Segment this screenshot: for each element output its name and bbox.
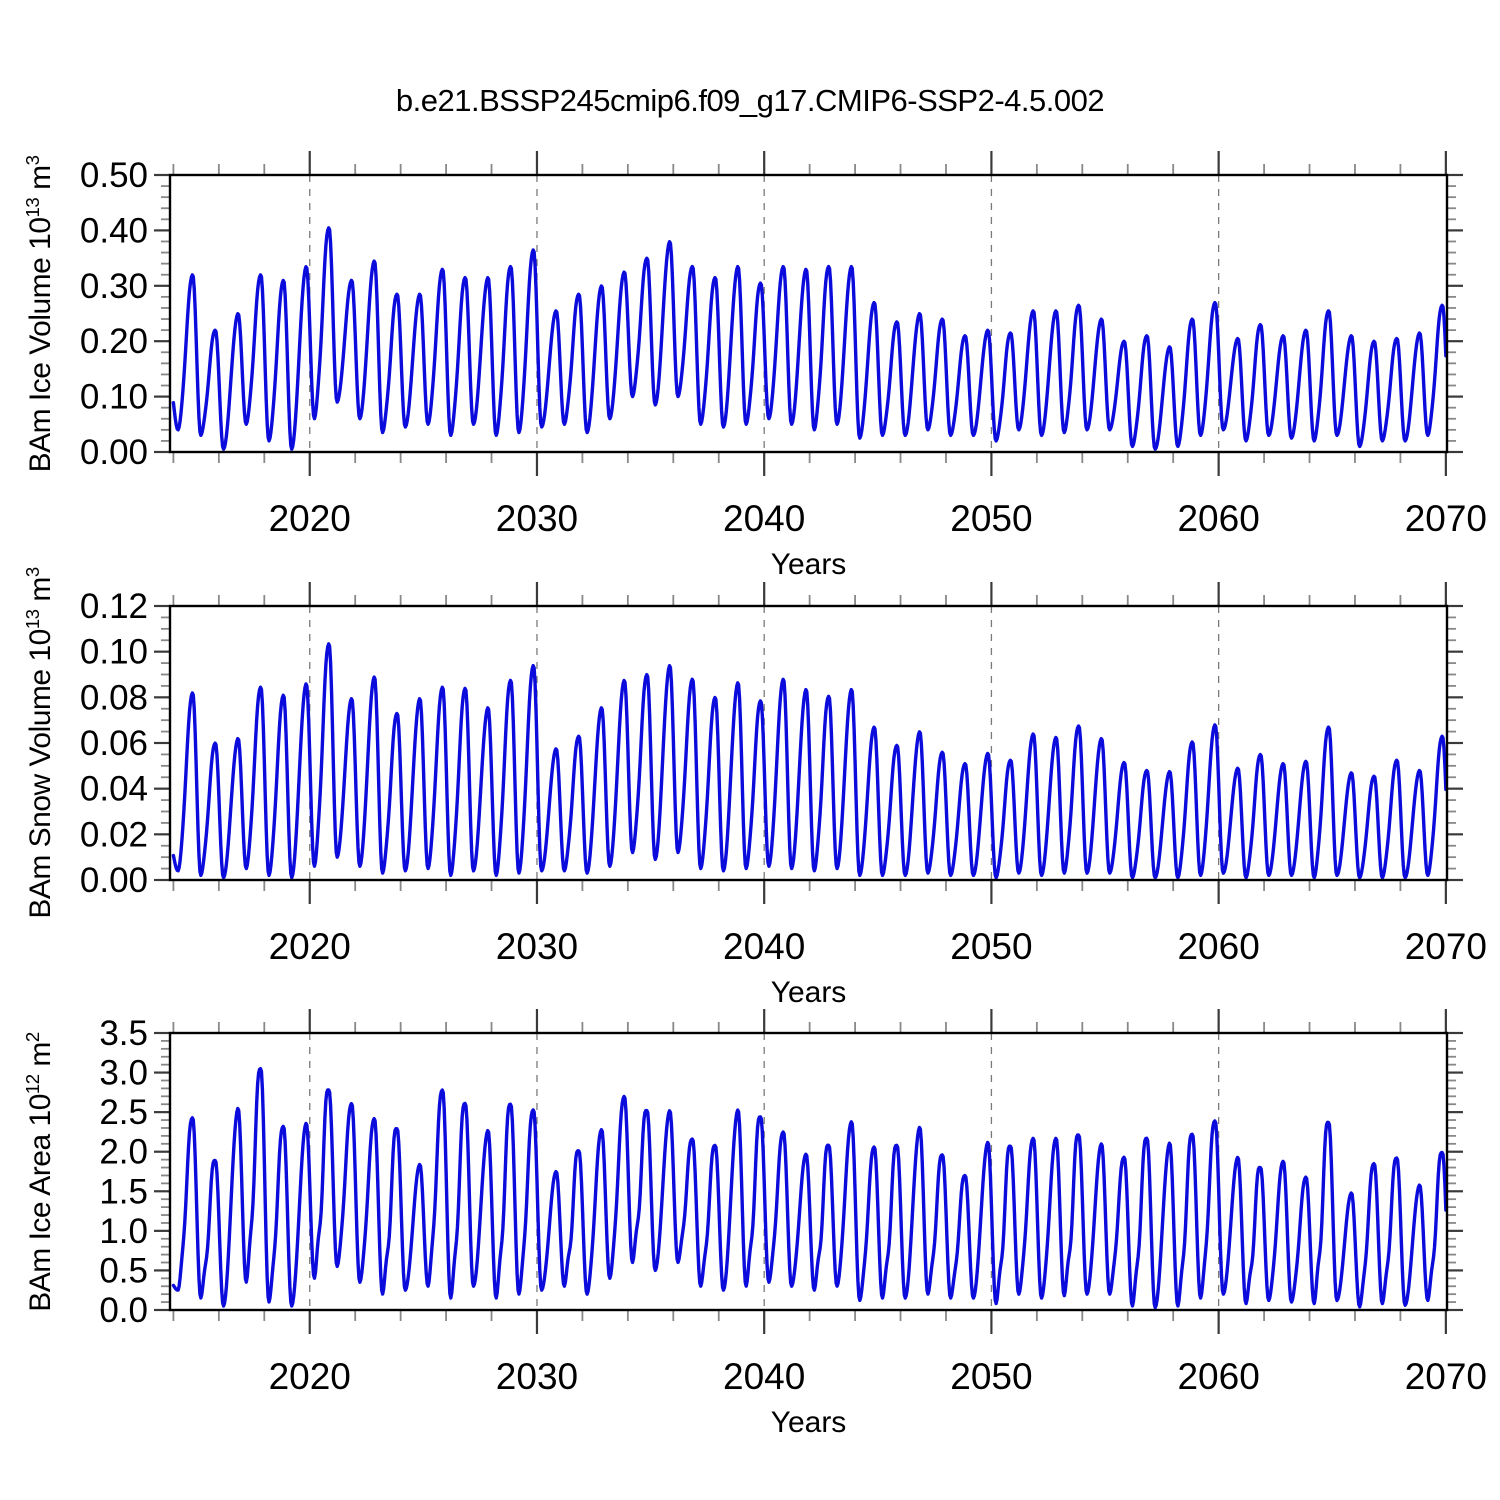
y-tick-label: 0.04 (80, 770, 148, 809)
y-tick-label: 0.0 (99, 1291, 148, 1330)
plot-frame (168, 173, 1449, 454)
x-tick-label: 2020 (269, 926, 351, 967)
y-tick-label: 2.0 (99, 1133, 148, 1172)
plot-frame (168, 1031, 1449, 1312)
x-tick-label: 2030 (496, 1356, 578, 1397)
y-tick-label: 3.0 (99, 1054, 148, 1093)
x-tick-label: 2060 (1177, 498, 1259, 539)
y-tick-label: 0.10 (80, 378, 148, 417)
y-tick-label: 2.5 (99, 1093, 148, 1132)
y-tick-label: 1.5 (99, 1172, 148, 1211)
x-tick-label: 2020 (269, 1356, 351, 1397)
y-tick-label: 3.5 (99, 1014, 148, 1053)
x-tick-label: 2050 (950, 1356, 1032, 1397)
x-tick-label: 2030 (496, 926, 578, 967)
plot-title: b.e21.BSSP245cmip6.f09_g17.CMIP6-SSP2-4.… (395, 83, 1105, 118)
y-tick-label: 0.00 (80, 433, 148, 472)
x-tick-label: 2020 (269, 498, 351, 539)
x-tick-label: 2070 (1405, 498, 1487, 539)
y-tick-label: 0.50 (80, 156, 148, 195)
panel-ice_area: 2020 2030 2040 2050 2060 2070 Years 0.00.51.01.… (99, 1009, 1487, 1439)
x-tick-label: 2070 (1405, 926, 1487, 967)
y-tick-label: 0.02 (80, 815, 148, 854)
x-axis-title: Years (771, 548, 847, 581)
plot-frame (168, 604, 1449, 882)
x-tick-label: 2050 (950, 926, 1032, 967)
series-line-snow_volume (171, 642, 1447, 880)
y-tick-label: 0.30 (80, 267, 148, 306)
y-tick-label: 0.08 (80, 678, 148, 717)
panel-ice_volume: 2020 2030 2040 2050 2060 2070 Years 0.00 0.10 0.2… (80, 151, 1487, 581)
x-tick-label: 2040 (723, 926, 805, 967)
y-tick-label: 0.20 (80, 322, 148, 361)
x-tick-label: 2050 (950, 498, 1032, 539)
y-tick-label: 1.0 (99, 1212, 148, 1251)
y-tick-label: 0.00 (80, 861, 148, 900)
y-tick-label: 0.06 (80, 724, 148, 763)
x-axis-title: Years (771, 976, 847, 1009)
x-axis-title: Years (771, 1406, 847, 1439)
y-tick-label: 0.10 (80, 633, 148, 672)
series-line-ice_area (171, 1066, 1447, 1310)
x-tick-label: 2040 (723, 1356, 805, 1397)
x-tick-label: 2060 (1177, 1356, 1259, 1397)
y-tick-label: 0.5 (99, 1251, 148, 1290)
x-tick-label: 2040 (723, 498, 805, 539)
panel-snow_volume: 2020 2030 2040 2050 2060 2070 Years 0.00 0.02 0.0… (80, 582, 1487, 1009)
y-tick-label: 0.40 (80, 211, 148, 250)
x-tick-label: 2070 (1405, 1356, 1487, 1397)
x-tick-label: 2060 (1177, 926, 1259, 967)
series-line-ice_volume (171, 226, 1447, 451)
y-tick-label: 0.12 (80, 587, 148, 626)
x-tick-label: 2030 (496, 498, 578, 539)
